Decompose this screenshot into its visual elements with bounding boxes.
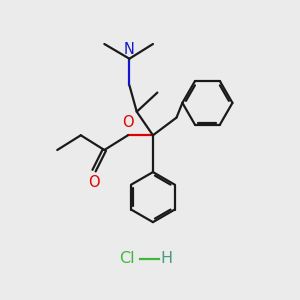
Text: O: O [88, 175, 100, 190]
Text: Cl: Cl [118, 251, 134, 266]
Text: O: O [122, 115, 134, 130]
Text: N: N [124, 42, 135, 57]
Text: H: H [160, 251, 172, 266]
